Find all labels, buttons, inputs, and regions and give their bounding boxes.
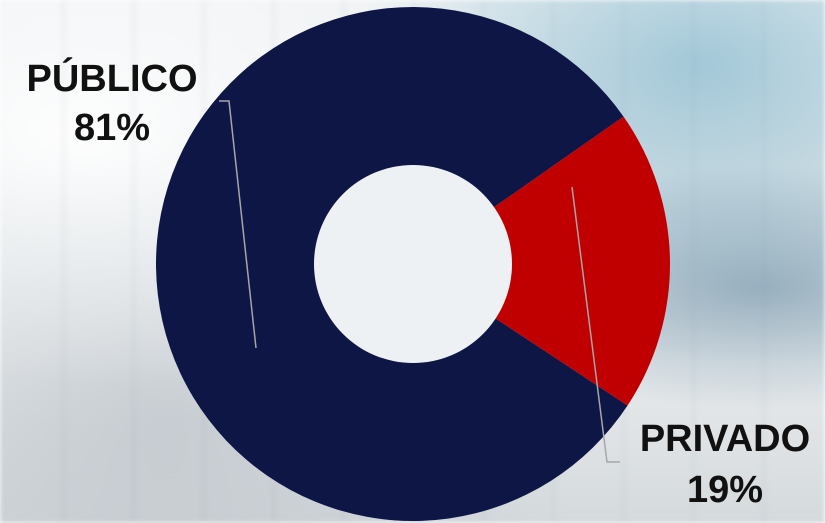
label-privado-value: 19% xyxy=(687,469,763,511)
label-publico: PÚBLICO 81% xyxy=(27,56,198,149)
label-publico-value: 81% xyxy=(74,107,150,149)
label-privado-name: PRIVADO xyxy=(640,418,810,460)
slice-privado xyxy=(413,116,671,406)
donut-hole xyxy=(314,165,512,363)
label-publico-name: PÚBLICO xyxy=(27,56,198,100)
leader-line-publico xyxy=(219,100,257,349)
leader-line-privado xyxy=(571,186,620,463)
label-privado: PRIVADO 19% xyxy=(640,418,810,511)
leader-lines xyxy=(219,100,620,463)
